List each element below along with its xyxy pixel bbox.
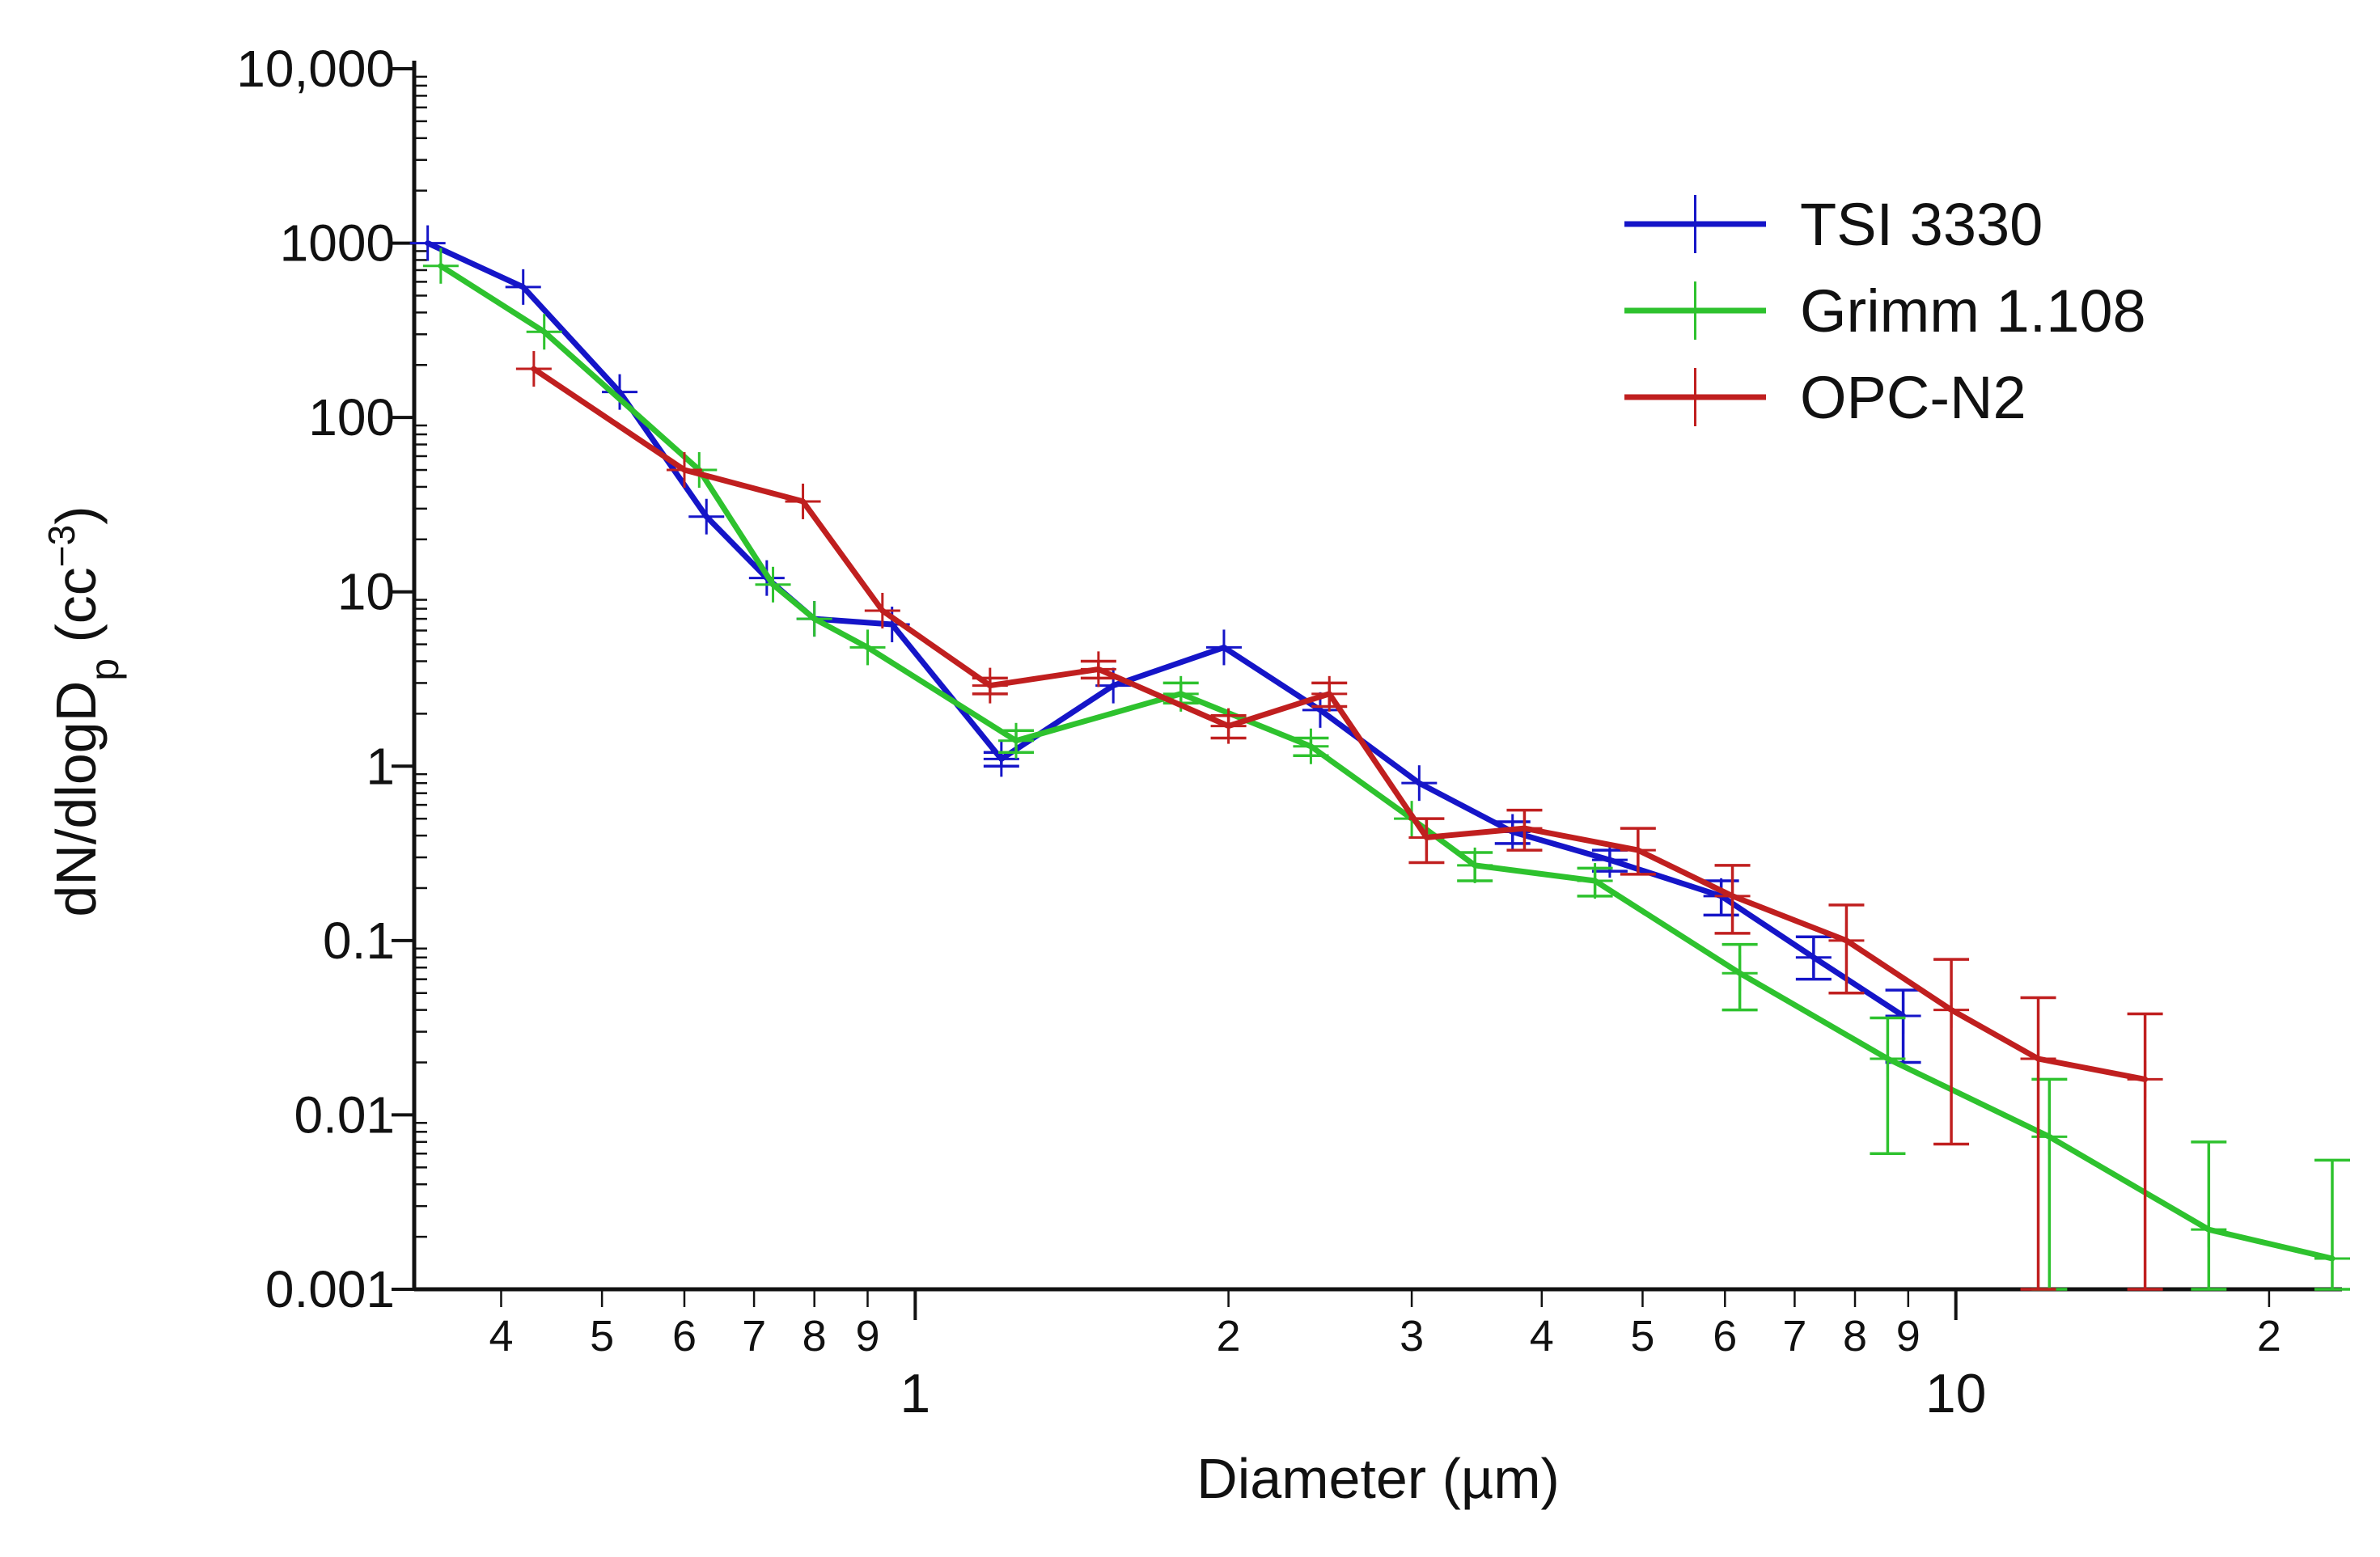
series-opc-n2 xyxy=(515,351,2163,1291)
legend-label: TSI 3330 xyxy=(1800,191,2043,258)
legend-item: TSI 3330 xyxy=(1624,191,2043,258)
series-layer xyxy=(409,225,2350,1291)
x-minor-tick-label: 6 xyxy=(1713,1312,1737,1360)
y-tick-label: 10,000 xyxy=(236,40,395,98)
y-axis-title-subscript: p xyxy=(82,658,127,681)
y-axis-title-main: dN/dlogD xyxy=(44,681,108,917)
x-minor-tick-label: 9 xyxy=(1896,1312,1921,1360)
series-grimm-1-108 xyxy=(422,248,2350,1291)
x-minor-tick-label: 3 xyxy=(1400,1312,1424,1360)
x-minor-tick-label: 4 xyxy=(1530,1312,1554,1360)
y-tick-label: 0.01 xyxy=(294,1085,395,1144)
legend-label: OPC-N2 xyxy=(1800,364,2026,431)
y-tick-label: 1000 xyxy=(280,214,395,273)
y-axis-title-units-close: ) xyxy=(44,506,108,524)
x-minor-tick-label: 7 xyxy=(742,1312,766,1360)
y-axis-title: dN/dlogDp (cc−3) xyxy=(40,506,127,916)
x-minor-tick-label: 5 xyxy=(590,1312,614,1360)
x-minor-tick-label: 2 xyxy=(1217,1312,1241,1360)
y-tick-label: 100 xyxy=(308,388,395,446)
x-minor-tick-label: 8 xyxy=(1843,1312,1867,1360)
x-minor-tick-label: 8 xyxy=(803,1312,827,1360)
x-minor-tick-label: 7 xyxy=(1782,1312,1806,1360)
legend-item: Grimm 1.108 xyxy=(1624,277,2146,345)
y-axis-title-exponent: −3 xyxy=(40,525,83,567)
x-minor-tick-label: 6 xyxy=(672,1312,697,1360)
legend-item: OPC-N2 xyxy=(1624,364,2026,431)
series-line xyxy=(425,240,1907,1019)
x-minor-tick-label: 5 xyxy=(1630,1312,1654,1360)
x-minor-tick-label: 9 xyxy=(855,1312,879,1360)
y-tick-label: 0.1 xyxy=(323,912,395,970)
legend-label: Grimm 1.108 xyxy=(1800,277,2146,345)
series-line xyxy=(531,366,2149,1082)
series-tsi-3330 xyxy=(409,225,1921,1064)
y-tick-label: 10 xyxy=(337,563,395,621)
x-minor-tick-label: 4 xyxy=(489,1312,513,1360)
y-axis-title-units: (cc xyxy=(44,567,108,658)
y-tick-label: 0.001 xyxy=(265,1260,395,1318)
x-minor-tick-label: 2 xyxy=(2257,1312,2281,1360)
x-decade-tick-label: 10 xyxy=(1925,1363,1987,1424)
legend: TSI 3330 Grimm 1.108 OPC-N2 xyxy=(1624,191,2146,431)
y-tick-label: 1 xyxy=(366,737,395,795)
x-decade-tick-label: 1 xyxy=(900,1363,930,1424)
x-axis-title: Diameter (µm) xyxy=(1196,1447,1560,1510)
